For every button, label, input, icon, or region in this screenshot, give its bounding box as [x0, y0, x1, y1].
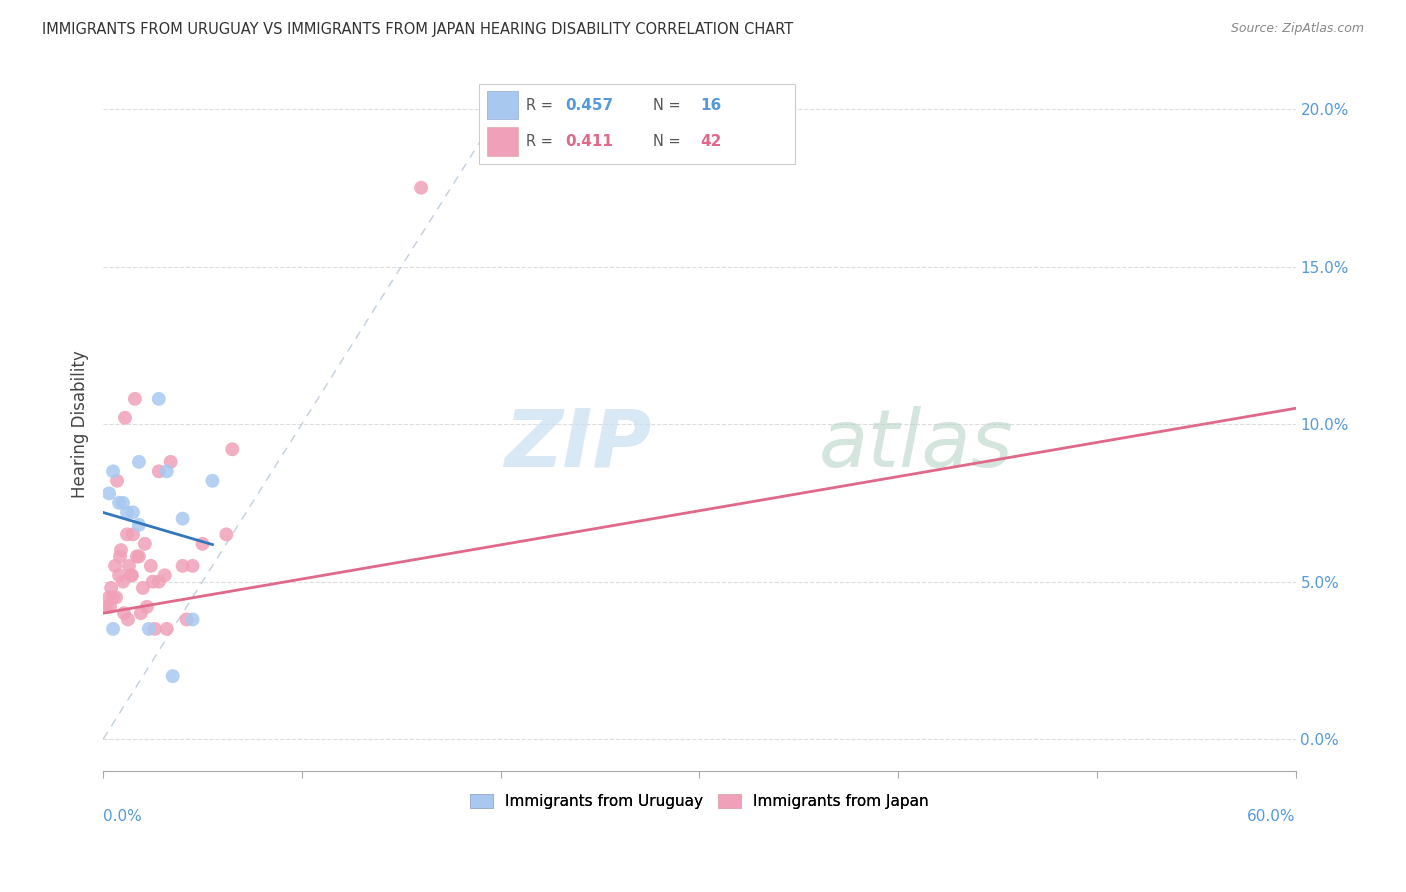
- Point: [112, 606, 135, 620]
- Point: [108, 496, 131, 510]
- Point: [120, 568, 142, 582]
- Point: [221, 442, 243, 457]
- Point: [108, 568, 131, 582]
- Point: [156, 622, 179, 636]
- Point: [128, 549, 150, 564]
- Point: [411, 180, 433, 194]
- Point: [143, 622, 166, 636]
- Point: [115, 505, 138, 519]
- Point: [122, 527, 145, 541]
- Point: [153, 568, 176, 582]
- Point: [108, 549, 131, 564]
- Point: [98, 599, 121, 614]
- Point: [98, 486, 121, 500]
- Point: [215, 527, 238, 541]
- Point: [101, 591, 124, 605]
- Point: [132, 581, 155, 595]
- Text: 60.0%: 60.0%: [1247, 809, 1295, 824]
- Text: Source: ZipAtlas.com: Source: ZipAtlas.com: [1230, 22, 1364, 36]
- Point: [96, 599, 118, 614]
- Legend: Immigrants from Uruguay, Immigrants from Japan: Immigrants from Uruguay, Immigrants from…: [464, 788, 935, 815]
- Point: [104, 558, 127, 573]
- Point: [111, 574, 134, 589]
- Text: atlas: atlas: [818, 406, 1014, 483]
- Point: [148, 392, 170, 406]
- Point: [201, 474, 224, 488]
- Point: [115, 527, 138, 541]
- Y-axis label: Hearing Disability: Hearing Disability: [72, 351, 89, 498]
- Point: [105, 474, 128, 488]
- Text: ZIP: ZIP: [505, 406, 651, 483]
- Point: [181, 558, 204, 573]
- Point: [117, 612, 139, 626]
- Point: [100, 581, 122, 595]
- Point: [114, 410, 136, 425]
- Point: [122, 505, 145, 519]
- Point: [128, 455, 150, 469]
- Point: [98, 591, 121, 605]
- Point: [129, 606, 152, 620]
- Point: [148, 464, 170, 478]
- Text: IMMIGRANTS FROM URUGUAY VS IMMIGRANTS FROM JAPAN HEARING DISABILITY CORRELATION : IMMIGRANTS FROM URUGUAY VS IMMIGRANTS FR…: [42, 22, 793, 37]
- Point: [181, 612, 204, 626]
- Point: [135, 599, 157, 614]
- Point: [118, 558, 141, 573]
- Point: [142, 574, 165, 589]
- Point: [176, 612, 198, 626]
- Point: [121, 568, 143, 582]
- Point: [162, 669, 184, 683]
- Point: [101, 464, 124, 478]
- Point: [124, 392, 146, 406]
- Point: [138, 622, 160, 636]
- Point: [101, 622, 124, 636]
- Text: 0.0%: 0.0%: [103, 809, 142, 824]
- Point: [111, 496, 134, 510]
- Point: [172, 558, 194, 573]
- Point: [159, 455, 181, 469]
- Point: [139, 558, 162, 573]
- Point: [156, 464, 179, 478]
- Point: [148, 574, 170, 589]
- Point: [110, 543, 132, 558]
- Point: [191, 537, 214, 551]
- Point: [134, 537, 156, 551]
- Point: [172, 511, 194, 525]
- Point: [128, 517, 150, 532]
- Point: [125, 549, 148, 564]
- Point: [105, 591, 128, 605]
